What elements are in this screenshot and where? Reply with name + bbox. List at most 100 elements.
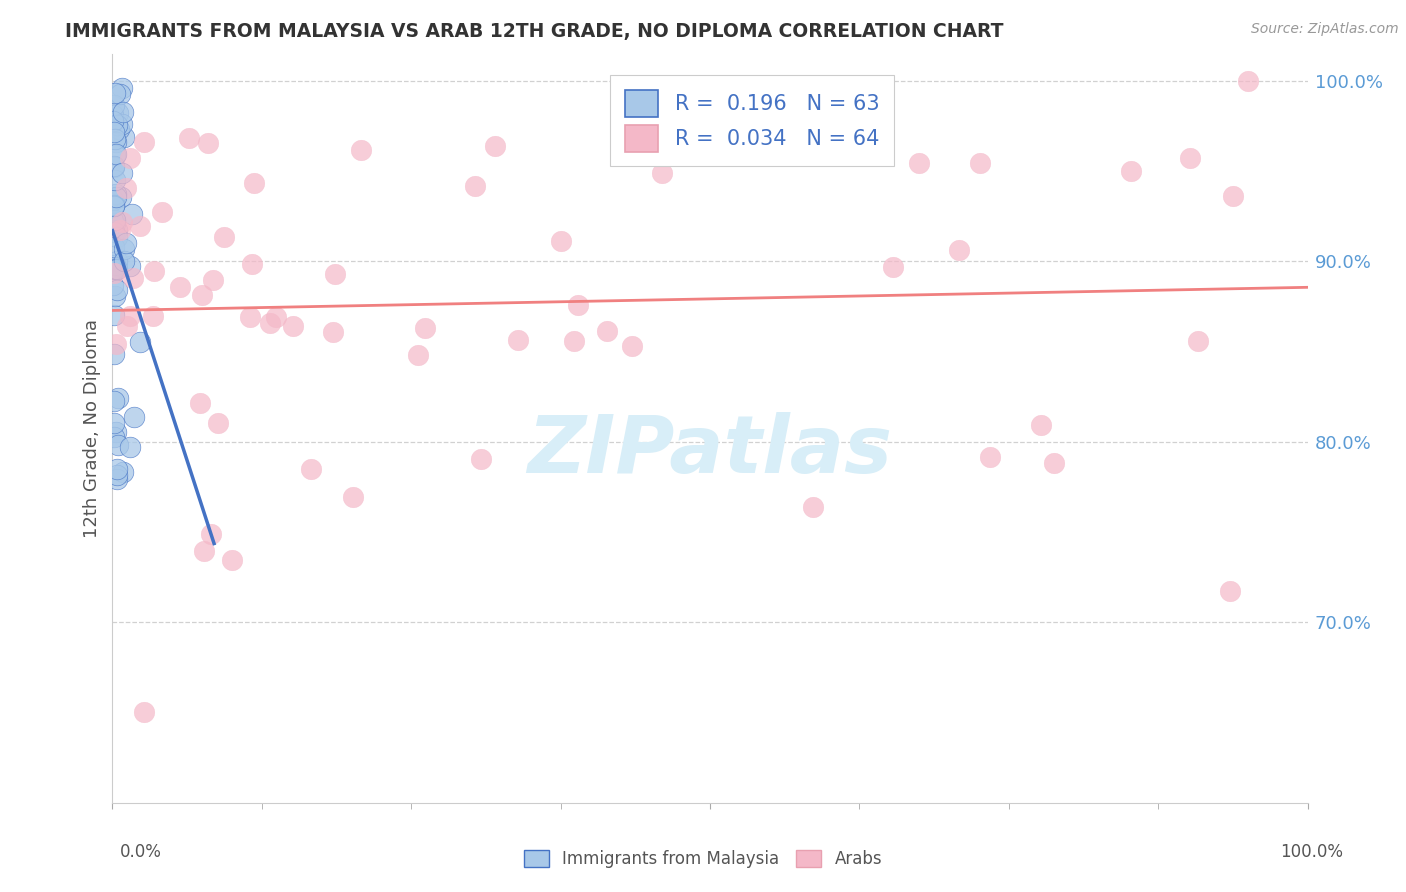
- Point: [118, 309, 141, 323]
- Point: [882, 260, 904, 274]
- Point: [101, 108, 124, 122]
- Point: [115, 319, 138, 334]
- Point: [105, 283, 128, 297]
- Point: [112, 242, 135, 256]
- Point: [103, 98, 125, 112]
- Point: [104, 336, 127, 351]
- Legend: R =  0.196   N = 63, R =  0.034   N = 64: R = 0.196 N = 63, R = 0.034 N = 64: [610, 75, 894, 166]
- Point: [406, 348, 429, 362]
- Legend: Immigrants from Malaysia, Arabs: Immigrants from Malaysia, Arabs: [517, 843, 889, 875]
- Point: [115, 235, 138, 250]
- Point: [322, 325, 344, 339]
- Point: [281, 318, 304, 333]
- Point: [105, 254, 128, 268]
- Point: [103, 308, 125, 322]
- Point: [104, 289, 127, 303]
- Point: [103, 240, 125, 254]
- Point: [200, 527, 222, 541]
- Point: [104, 425, 127, 439]
- Point: [567, 298, 589, 312]
- Point: [110, 190, 132, 204]
- Point: [979, 450, 1001, 464]
- Point: [595, 324, 617, 338]
- Point: [107, 106, 129, 120]
- Point: [1187, 334, 1209, 348]
- Point: [1219, 584, 1241, 599]
- Point: [112, 253, 135, 268]
- Point: [104, 259, 127, 273]
- Point: [104, 216, 127, 230]
- Point: [105, 261, 128, 276]
- Point: [464, 179, 486, 194]
- Point: [118, 440, 141, 454]
- Point: [103, 430, 125, 444]
- Point: [1031, 417, 1053, 432]
- Text: ZIPatlas: ZIPatlas: [527, 411, 893, 490]
- Point: [101, 223, 124, 237]
- Point: [122, 409, 145, 424]
- Point: [108, 122, 131, 136]
- Point: [188, 396, 211, 410]
- Point: [103, 347, 125, 361]
- Point: [104, 147, 127, 161]
- Point: [132, 705, 155, 719]
- Point: [121, 207, 143, 221]
- Point: [264, 310, 287, 324]
- Point: [107, 438, 129, 452]
- Point: [104, 190, 127, 204]
- Point: [115, 181, 138, 195]
- Point: [103, 213, 125, 227]
- Point: [103, 225, 125, 239]
- Point: [243, 176, 266, 190]
- Point: [562, 334, 585, 349]
- Point: [1178, 151, 1201, 165]
- Point: [350, 143, 373, 157]
- Point: [132, 135, 155, 149]
- Point: [239, 310, 262, 324]
- Point: [105, 147, 128, 161]
- Point: [111, 81, 134, 95]
- Point: [415, 321, 437, 335]
- Point: [484, 139, 506, 153]
- Point: [103, 114, 125, 128]
- Point: [104, 187, 127, 202]
- Point: [103, 394, 125, 409]
- Point: [1222, 189, 1244, 203]
- Point: [111, 215, 134, 229]
- Point: [1237, 73, 1260, 87]
- Point: [105, 462, 128, 476]
- Point: [103, 417, 125, 431]
- Point: [104, 132, 127, 146]
- Point: [103, 159, 125, 173]
- Point: [111, 166, 134, 180]
- Point: [104, 261, 127, 276]
- Point: [104, 86, 127, 100]
- Y-axis label: 12th Grade, No Diploma: 12th Grade, No Diploma: [83, 318, 101, 538]
- Point: [1121, 163, 1143, 178]
- Point: [107, 223, 129, 237]
- Point: [110, 223, 132, 237]
- Point: [221, 553, 243, 567]
- Point: [101, 278, 124, 293]
- Text: 100.0%: 100.0%: [1279, 843, 1343, 861]
- Point: [104, 173, 127, 187]
- Point: [470, 452, 492, 467]
- Point: [103, 266, 125, 280]
- Point: [948, 243, 970, 257]
- Point: [201, 273, 224, 287]
- Point: [323, 267, 346, 281]
- Point: [191, 287, 214, 301]
- Point: [907, 155, 929, 169]
- Point: [112, 104, 135, 119]
- Point: [550, 235, 572, 249]
- Point: [197, 136, 219, 150]
- Point: [101, 193, 124, 207]
- Point: [143, 264, 166, 278]
- Point: [259, 316, 281, 330]
- Point: [1043, 456, 1066, 470]
- Point: [112, 129, 135, 144]
- Point: [128, 219, 150, 233]
- Point: [242, 257, 264, 271]
- Point: [101, 260, 124, 275]
- Point: [142, 309, 165, 323]
